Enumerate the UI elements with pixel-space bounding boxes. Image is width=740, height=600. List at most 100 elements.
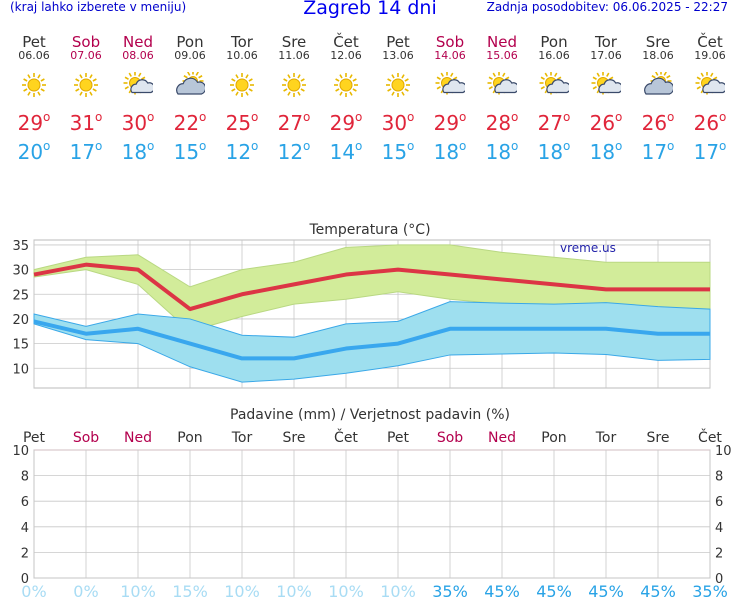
day-date: 10.06 [226, 49, 258, 62]
weather-icon [383, 72, 413, 98]
degree-sign: o [303, 139, 311, 153]
precip-probability: 35% [692, 582, 728, 600]
degree-sign: o [615, 110, 623, 124]
sun-icon [282, 73, 306, 97]
degree-sign: o [667, 139, 675, 153]
day-column: Sre 11.06 27o 12o [268, 34, 320, 164]
precip-probability: 10% [120, 582, 156, 600]
y-tick-label-left: 8 [21, 470, 29, 485]
day-label: Tor [231, 430, 253, 446]
y-tick-label-right: 6 [715, 495, 723, 510]
sun-icon [22, 73, 46, 97]
day-date: 19.06 [694, 49, 726, 62]
day-name: Tor [231, 33, 253, 51]
day-label: Sob [437, 430, 463, 446]
max-temp-value: 26 [693, 111, 720, 135]
y-tick-label-left: 2 [21, 546, 29, 561]
watermark: vreme.us [560, 241, 616, 255]
max-temp: 26o [684, 106, 736, 134]
weather-icon [227, 72, 257, 98]
max-temp-value: 28 [485, 111, 512, 135]
min-temp: 18o [580, 134, 632, 164]
day-column: Tor 10.06 25o 12o [216, 34, 268, 164]
precip-probability: 10% [328, 582, 364, 600]
max-temp: 29o [320, 106, 372, 134]
max-temp: 29o [8, 106, 60, 134]
max-temp: 30o [372, 106, 424, 134]
min-temp: 17o [684, 134, 736, 164]
day-label: Pon [177, 430, 202, 446]
day-name: Pet [22, 33, 46, 51]
sun-cloud-icon [487, 71, 519, 95]
min-temp: 17o [632, 134, 684, 164]
degree-sign: o [43, 139, 51, 153]
weather-icon [279, 72, 309, 98]
max-temp-value: 27 [537, 111, 564, 135]
sun-icon [230, 73, 254, 97]
precip-probability: 35% [432, 582, 468, 600]
day-column: Ned 08.06 30o 18o [112, 34, 164, 164]
min-temp-value: 18 [537, 140, 564, 164]
degree-sign: o [615, 139, 623, 153]
min-temp: 18o [424, 134, 476, 164]
min-temp-value: 12 [277, 140, 304, 164]
degree-sign: o [147, 139, 155, 153]
max-temp: 26o [580, 106, 632, 134]
y-tick-label-left: 6 [21, 495, 29, 510]
degree-sign: o [251, 139, 259, 153]
y-tick-label-right: 8 [715, 470, 723, 485]
weather-icon [175, 70, 207, 98]
day-name: Ned [487, 33, 517, 51]
degree-sign: o [459, 139, 467, 153]
max-temp: 25o [216, 106, 268, 134]
weather-icon [435, 71, 467, 98]
day-date: 17.06 [590, 49, 622, 62]
day-column: Čet 12.06 29o 14o [320, 34, 372, 164]
day-label: Sob [73, 430, 99, 446]
y-tick-label-right: 2 [715, 546, 723, 561]
precip-probability: 10% [276, 582, 312, 600]
max-temp: 22o [164, 106, 216, 134]
weather-icon [123, 71, 155, 98]
day-date: 07.06 [70, 49, 102, 62]
min-temp: 15o [372, 134, 424, 164]
day-name: Sob [435, 33, 465, 51]
min-temp: 15o [164, 134, 216, 164]
weather-icon [591, 71, 623, 98]
page-title: Zagreb 14 dni [303, 0, 437, 19]
day-column: Sob 07.06 31o 17o [60, 34, 112, 164]
day-name: Sob [71, 33, 101, 51]
y-tick-label: 10 [12, 362, 29, 377]
max-temp-line [33, 262, 710, 312]
day-label: Tor [595, 430, 617, 446]
weather-icon [19, 72, 49, 98]
min-temp: 14o [320, 134, 372, 164]
day-name: Čet [333, 33, 359, 51]
weather-icon [71, 72, 101, 98]
min-temp-value: 14 [329, 140, 356, 164]
y-tick-label-left: 10 [12, 444, 29, 459]
day-name: Tor [595, 33, 617, 51]
y-tick-label: 30 [12, 264, 29, 279]
max-temp-value: 26 [641, 111, 668, 135]
max-temp: 26o [632, 106, 684, 134]
min-temp-value: 18 [121, 140, 148, 164]
day-label: Pet [387, 430, 410, 446]
max-temp-value: 31 [69, 111, 96, 135]
degree-sign: o [199, 110, 207, 124]
day-column: Čet 19.06 26o 17o [684, 34, 736, 164]
max-temp-value: 22 [173, 111, 200, 135]
precip-probability: 45% [536, 582, 572, 600]
day-date: 18.06 [642, 49, 674, 62]
day-column: Ned 15.06 28o 18o [476, 34, 528, 164]
max-temp: 31o [60, 106, 112, 134]
sun-icon [334, 73, 358, 97]
day-date: 13.06 [382, 49, 414, 62]
temperature-chart-title: Temperatura (°C) [308, 222, 430, 238]
weather-icon [487, 71, 519, 98]
degree-sign: o [407, 139, 415, 153]
degree-sign: o [459, 110, 467, 124]
degree-sign: o [563, 110, 571, 124]
day-name: Sre [281, 33, 307, 51]
weather-icon [695, 71, 727, 98]
